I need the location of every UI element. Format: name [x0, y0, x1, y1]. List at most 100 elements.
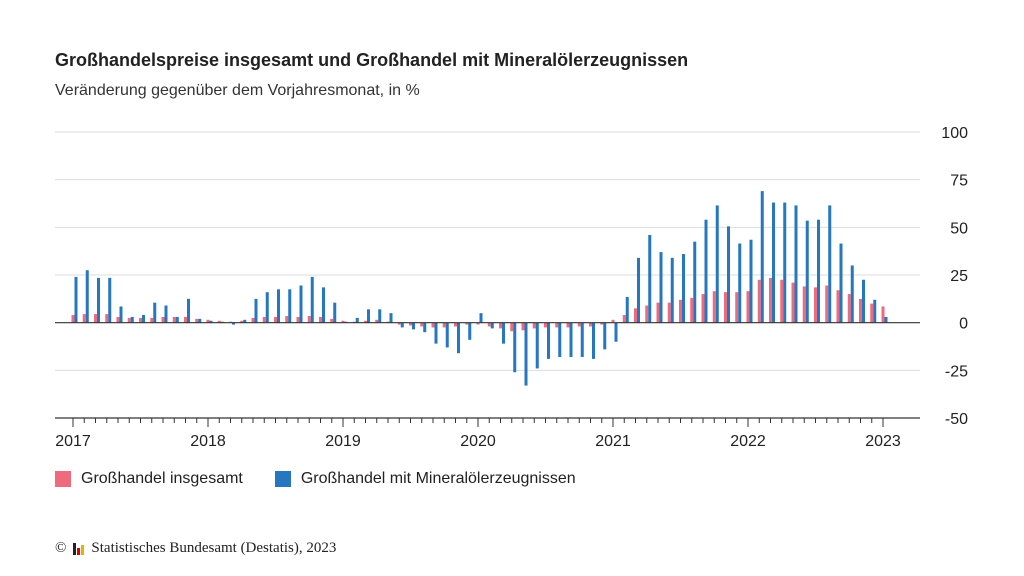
axes	[55, 322, 920, 427]
bar-insgesamt	[600, 322, 604, 325]
bar-insgesamt	[454, 322, 457, 327]
bar-mineraloel	[637, 257, 640, 323]
bar-mineraloel	[648, 234, 652, 323]
bar-mineraloel	[535, 322, 539, 369]
bar-mineraloel	[558, 322, 562, 357]
legend-item-mineraloel[interactable]: Großhandel mit Mineralölerzeugnissen	[274, 470, 576, 488]
bar-mineraloel	[490, 322, 494, 329]
bar-mineraloel	[198, 318, 202, 323]
bar-mineraloel	[175, 316, 179, 323]
bar-mineraloel	[232, 322, 235, 325]
x-tick-label: 2023	[865, 433, 901, 450]
bar-insgesamt	[566, 322, 570, 328]
bar-insgesamt	[499, 322, 502, 329]
bar-mineraloel	[783, 202, 787, 323]
bar-mineraloel	[74, 276, 78, 323]
legend-swatch-insgesamt	[55, 471, 71, 487]
bar-insgesamt	[476, 322, 480, 325]
bar-insgesamt	[521, 322, 525, 331]
bar-mineraloel	[772, 202, 775, 323]
bar-insgesamt	[184, 316, 187, 323]
bar-mineraloel	[850, 265, 854, 323]
bar-mineraloel	[412, 322, 415, 330]
bar-mineraloel	[828, 205, 832, 323]
bar-insgesamt	[667, 302, 671, 323]
bar-insgesamt	[375, 319, 379, 323]
bar-insgesamt	[802, 286, 806, 323]
bar-mineraloel	[547, 322, 550, 359]
gridlines	[55, 131, 920, 371]
bar-mineraloel	[299, 285, 303, 323]
bar-insgesamt	[847, 294, 851, 323]
bar-mineraloel	[243, 319, 247, 323]
x-tick-label: 2017	[55, 433, 91, 450]
bar-mineraloel	[445, 322, 449, 348]
bar-insgesamt	[611, 319, 615, 323]
bar-insgesamt	[442, 322, 446, 328]
bar-mineraloel	[322, 287, 325, 323]
bar-insgesamt	[532, 322, 536, 329]
bar-insgesamt	[206, 319, 210, 323]
bar-insgesamt	[82, 314, 86, 323]
bar-mineraloel	[423, 322, 427, 333]
bar-mineraloel	[625, 296, 629, 323]
y-tick-label: 50	[950, 220, 968, 237]
bar-insgesamt	[690, 297, 694, 323]
bar-insgesamt	[510, 322, 514, 332]
bar-insgesamt	[431, 322, 435, 328]
bar-mineraloel	[794, 205, 798, 323]
bar-insgesamt	[769, 277, 772, 323]
chart-subtitle: Veränderung gegenüber dem Vorjahresmonat…	[55, 82, 420, 99]
y-tick-label: -50	[945, 411, 968, 428]
bar-mineraloel	[502, 322, 505, 344]
bar-insgesamt	[397, 322, 401, 325]
bar-mineraloel	[333, 302, 337, 323]
chart-title: Großhandelspreise insgesamt und Großhand…	[55, 50, 689, 70]
bar-insgesamt	[172, 316, 176, 323]
bar-insgesamt	[634, 308, 637, 323]
bar-mineraloel	[288, 289, 292, 323]
y-tick-label: 75	[950, 173, 968, 190]
bar-insgesamt	[296, 316, 300, 323]
y-tick-label: 25	[950, 268, 968, 285]
bar-mineraloel	[873, 299, 877, 323]
bar-insgesamt	[251, 317, 255, 323]
bar-insgesamt	[341, 320, 345, 323]
bar-insgesamt	[791, 282, 795, 323]
bar-insgesamt	[116, 316, 120, 323]
bar-insgesamt	[330, 318, 334, 323]
bar-insgesamt	[127, 317, 131, 323]
bar-mineraloel	[670, 257, 674, 323]
source-text: Statistisches Bundesamt (Destatis), 2023	[91, 540, 337, 556]
bar-mineraloel	[524, 322, 528, 386]
bar-insgesamt	[105, 314, 109, 323]
bar-insgesamt	[420, 322, 424, 327]
bar-insgesamt	[307, 315, 311, 323]
bar-insgesamt	[364, 320, 367, 323]
bar-mineraloel	[378, 309, 382, 323]
copyright-symbol: ©	[55, 540, 67, 556]
legend-item-insgesamt[interactable]: Großhandel insgesamt	[55, 470, 243, 488]
bar-mineraloel	[749, 239, 753, 323]
bar-insgesamt	[195, 318, 199, 323]
bar-insgesamt	[724, 292, 727, 323]
bars	[71, 191, 888, 386]
bar-mineraloel	[693, 241, 697, 323]
bar-insgesamt	[780, 279, 784, 323]
x-tick-label: 2019	[325, 433, 361, 450]
bar-insgesamt	[656, 302, 660, 323]
bar-insgesamt	[881, 306, 885, 323]
y-tick-labels: 100 75 50 25 0 -25 -50	[941, 125, 968, 428]
bar-mineraloel	[310, 276, 314, 323]
bar-mineraloel	[760, 191, 764, 323]
y-tick-label: -25	[945, 363, 968, 380]
x-tick-label: 2018	[190, 433, 226, 450]
bar-insgesamt	[836, 290, 840, 323]
x-tick-label: 2022	[730, 433, 766, 450]
x-tick-labels: 2017 2018 2019 2020 2021 2022 2023	[55, 433, 901, 450]
bar-mineraloel	[187, 298, 190, 323]
y-tick-label: 100	[941, 125, 968, 142]
bar-insgesamt	[679, 299, 682, 323]
bar-mineraloel	[400, 322, 404, 328]
bar-mineraloel	[704, 219, 708, 323]
